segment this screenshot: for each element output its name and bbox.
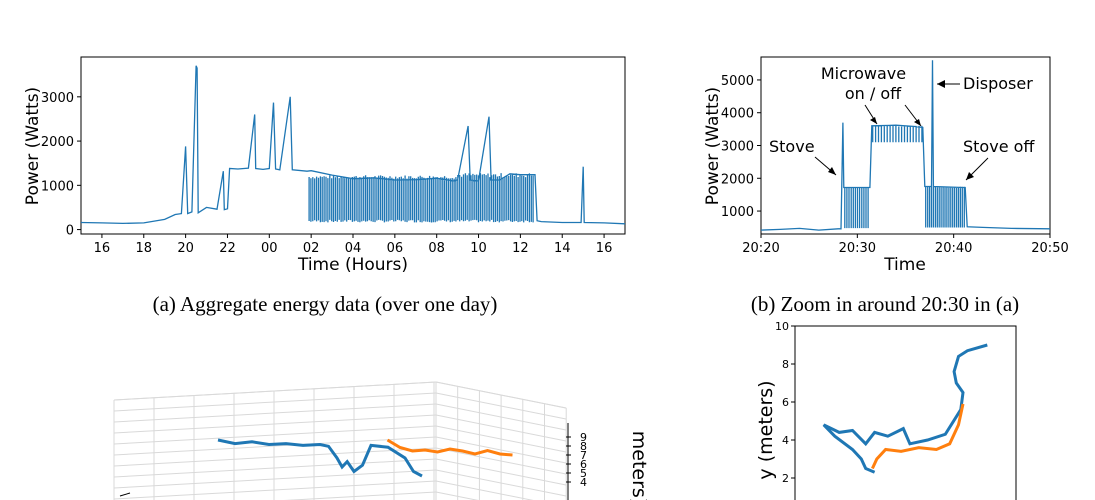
- panel-b-ytick-label: 5000: [721, 74, 754, 89]
- panel-a-caption: (a) Aggregate energy data (over one day): [153, 292, 498, 316]
- panel-c-zlabel: meters): [628, 431, 650, 500]
- panel-c-ztick-label: 6: [580, 458, 587, 471]
- panel-d-frame: [794, 325, 1017, 500]
- panel-d-ytick-label: 6: [782, 396, 789, 409]
- panel-c-grid: [113, 381, 569, 500]
- panel-c-ztick-label: 7: [580, 449, 587, 462]
- annotation-disposer-arrowhead: [937, 80, 945, 88]
- annotation-microwave-arrowhead-2: [914, 119, 921, 126]
- panel-b: 20:20 20:30 20:40 20:50 1000 2000 3000 4000 5000…: [703, 56, 1069, 316]
- panel-a-xtick-label: 16: [94, 241, 111, 256]
- panel-b-xtick-label: 20:30: [839, 241, 876, 256]
- panel-a-xtick-label: 16: [596, 241, 613, 256]
- panel-d-ytick-label: 8: [782, 358, 789, 371]
- panel-c-ztick-label: 9: [580, 431, 587, 444]
- panel-b-series-line: [760, 60, 1051, 231]
- panel-b-xtick-label: 20:50: [1031, 241, 1068, 256]
- panel-b-xtick-label: 20:20: [742, 241, 779, 256]
- panel-b-ytick-label: 3000: [721, 140, 754, 155]
- panel-a-xtick-label: 08: [428, 241, 445, 256]
- panel-a-xtick-label: 22: [219, 241, 236, 256]
- panel-b-ytick-label: 1000: [721, 205, 754, 220]
- annotation-stove-arrowhead: [828, 167, 836, 175]
- panel-b-ytick-label: 4000: [721, 107, 754, 122]
- panel-c-gridline: [113, 480, 437, 500]
- panel-c-ztick-label: 5: [580, 467, 587, 480]
- panel-a-ylabel: Power (Watts): [23, 87, 43, 205]
- panel-d-ytick-label: 10: [775, 320, 789, 333]
- panel-c-gridline: [113, 425, 437, 445]
- panel-c-gridline: [113, 381, 437, 401]
- panel-b-xtick-label: 20:40: [935, 241, 972, 256]
- panel-a: 16 18 20 22 00 02 04 06 08 10 12 14 160100020003000 …: [23, 56, 626, 316]
- panel-c-gridline: [113, 447, 437, 467]
- panel-a-series-line: [80, 65, 626, 225]
- annotation-disposer: Disposer: [963, 74, 1033, 93]
- panel-b-ytick-label: 2000: [721, 172, 754, 187]
- panel-c-gridline: [113, 458, 437, 478]
- panel-a-ytick-label: 2000: [41, 135, 74, 150]
- panel-a-ytick-label: 1000: [41, 179, 74, 194]
- panel-a-xlabel: Time (Hours): [297, 255, 408, 275]
- annotation-microwave: Microwave on / off: [821, 64, 911, 103]
- panel-a-ytick-label: 3000: [41, 91, 74, 106]
- panel-b-ylabel: Power (Watts): [703, 87, 723, 205]
- panel-a-xtick-label: 06: [387, 241, 404, 256]
- panel-a-xtick-label: 14: [554, 241, 571, 256]
- annotation-stove-off: Stove off: [963, 137, 1035, 156]
- panel-c-gridline: [113, 392, 437, 412]
- panel-a-xtick-label: 12: [512, 241, 529, 256]
- panel-d-ytick-label: 4: [782, 434, 789, 447]
- panel-b-caption: (b) Zoom in around 20:30 in (a): [751, 292, 1019, 316]
- panel-c-series-orange: [386, 438, 513, 457]
- panel-a-xtick-label: 20: [177, 241, 194, 256]
- annotation-microwave-arrowhead-1: [870, 117, 877, 124]
- panel-a-xtick-label: 02: [303, 241, 320, 256]
- panel-b-xlabel: Time: [883, 255, 926, 275]
- panel-c-series-blue: [217, 438, 423, 478]
- panel-a-xtick-label: 18: [135, 241, 152, 256]
- panel-a-ytick-label: 0: [66, 224, 74, 239]
- panel-c-axis-edge: [119, 492, 131, 497]
- annotation-stove-off-arrowhead: [966, 172, 974, 180]
- panel-d-ylabel: y (meters): [755, 380, 777, 479]
- panel-c-gridline: [283, 491, 437, 500]
- annotation-stove: Stove: [769, 137, 815, 156]
- panel-a-xtick-label: 00: [261, 241, 278, 256]
- panel-a-xtick-label: 10: [470, 241, 487, 256]
- panel-d: 2 4 6 8 10 y (meters): [755, 320, 1017, 500]
- panel-a-xtick-label: 04: [345, 241, 362, 256]
- panel-d-series-orange: [871, 403, 965, 470]
- panel-c-gridline: [113, 469, 437, 489]
- panel-c-gridline: [113, 403, 437, 423]
- panel-d-ytick-label: 2: [782, 472, 789, 485]
- panel-c-ztick-label: 4: [580, 476, 587, 489]
- panel-c-ztick-label: 8: [580, 440, 587, 453]
- panel-c-gridline: [113, 414, 437, 434]
- panel-d-series-blue: [822, 343, 988, 474]
- panel-c-gridline: [113, 436, 437, 456]
